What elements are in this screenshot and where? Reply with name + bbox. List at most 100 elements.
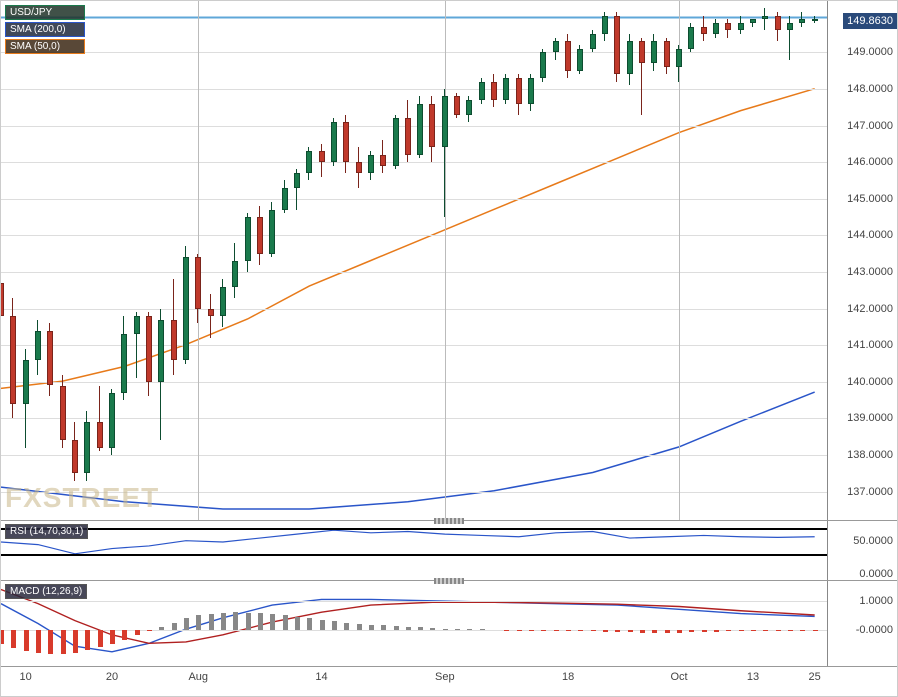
time-tick: 13	[747, 671, 759, 683]
macd-hist-bar	[566, 630, 571, 631]
macd-hist-bar	[603, 630, 608, 632]
price-panel: USD/JPY SMA (200,0) SMA (50,0) FXSTREET …	[1, 1, 897, 521]
macd-hist-bar	[640, 630, 645, 633]
macd-hist-bar	[467, 629, 472, 630]
time-tick: 14	[315, 671, 327, 683]
chart-container: USD/JPY SMA (200,0) SMA (50,0) FXSTREET …	[0, 0, 898, 697]
macd-hist-bar	[813, 630, 818, 631]
price-plot-area[interactable]: USD/JPY SMA (200,0) SMA (50,0) FXSTREET	[1, 1, 827, 520]
panel-resize-handle[interactable]	[434, 518, 464, 524]
macd-hist-bar	[122, 630, 127, 640]
legend-sma200-label: SMA (200,0)	[10, 24, 66, 35]
price-ytick: 145.0000	[847, 193, 893, 205]
macd-hist-bar	[1, 630, 4, 644]
macd-hist-bar	[800, 630, 805, 631]
legend-sma200[interactable]: SMA (200,0)	[5, 22, 85, 37]
macd-hist-bar	[615, 630, 620, 632]
rsi-overlay-svg	[1, 521, 827, 580]
macd-hist-bar	[184, 618, 189, 629]
macd-hist-bar	[11, 630, 16, 649]
price-yaxis: 149.8630 137.0000138.0000139.0000140.000…	[827, 1, 897, 520]
macd-hist-bar	[332, 621, 337, 630]
price-ytick: 144.0000	[847, 229, 893, 241]
macd-hist-bar	[702, 630, 707, 632]
price-ytick: 149.0000	[847, 46, 893, 58]
legend-sma50-label: SMA (50,0)	[10, 41, 60, 52]
macd-hist-bar	[394, 626, 399, 629]
macd-yaxis: -0.0000 1.0000	[827, 581, 897, 666]
price-ytick: 140.0000	[847, 376, 893, 388]
time-tick: Sep	[435, 671, 455, 683]
macd-hist-bar	[61, 630, 66, 654]
price-ytick: 143.0000	[847, 266, 893, 278]
macd-hist-bar	[381, 625, 386, 629]
macd-hist-bar	[258, 613, 263, 630]
macd-hist-bar	[443, 629, 448, 630]
macd-hist-bar	[172, 623, 177, 630]
price-overlay-svg	[1, 1, 827, 520]
macd-hist-bar	[159, 627, 164, 630]
macd-hist-bar	[714, 630, 719, 632]
macd-hist-bar	[541, 630, 546, 631]
macd-hist-bar	[357, 624, 362, 630]
macd-hist-bar	[369, 625, 374, 630]
macd-hist-bar	[147, 630, 152, 631]
macd-hist-bar	[270, 614, 275, 630]
macd-hist-bar	[344, 623, 349, 630]
time-tick: 25	[809, 671, 821, 683]
macd-overlay-svg	[1, 581, 827, 666]
macd-ytick: -0.0000	[856, 624, 893, 636]
time-tick: 20	[106, 671, 118, 683]
price-ytick: 142.0000	[847, 303, 893, 315]
price-ytick: 139.0000	[847, 412, 893, 424]
macd-label[interactable]: MACD (12,26,9)	[5, 584, 87, 599]
time-tick: 10	[20, 671, 32, 683]
macd-hist-bar	[751, 630, 756, 631]
macd-hist-bar	[529, 630, 534, 631]
legend-symbol[interactable]: USD/JPY	[5, 5, 85, 20]
time-tick: Oct	[670, 671, 687, 683]
legend: USD/JPY SMA (200,0) SMA (50,0)	[5, 5, 85, 54]
macd-hist-bar	[652, 630, 657, 633]
macd-hist-bar	[726, 630, 731, 632]
macd-hist-bar	[320, 620, 325, 630]
macd-panel: MACD (12,26,9) -0.0000 1.0000	[1, 581, 897, 667]
macd-hist-bar	[295, 617, 300, 630]
macd-hist-bar	[73, 630, 78, 653]
macd-hist-bar	[36, 630, 41, 653]
macd-hist-bar	[776, 630, 781, 631]
legend-sma50[interactable]: SMA (50,0)	[5, 39, 85, 54]
rsi-label[interactable]: RSI (14,70,30,1)	[5, 524, 88, 539]
macd-ytick: 1.0000	[859, 595, 893, 607]
watermark: FXSTREET	[5, 482, 159, 514]
macd-hist-bar	[24, 630, 29, 652]
macd-hist-bar	[48, 630, 53, 654]
time-axis: 1020Aug14Sep18Oct1325	[1, 667, 897, 695]
macd-hist-bar	[739, 630, 744, 631]
rsi-yaxis: 0.000050.0000	[827, 521, 897, 580]
legend-symbol-label: USD/JPY	[10, 7, 52, 18]
macd-hist-bar	[591, 630, 596, 632]
macd-hist-bar	[788, 630, 793, 631]
macd-hist-bar	[209, 614, 214, 630]
macd-hist-bar	[418, 627, 423, 629]
time-tick: 18	[562, 671, 574, 683]
rsi-panel: RSI (14,70,30,1) 0.000050.0000	[1, 521, 897, 581]
macd-hist-bar	[233, 612, 238, 630]
macd-plot-area[interactable]	[1, 581, 827, 666]
macd-hist-bar	[665, 630, 670, 633]
rsi-plot-area[interactable]	[1, 521, 827, 580]
macd-hist-bar	[283, 615, 288, 629]
macd-hist-bar	[135, 630, 140, 636]
price-ytick: 148.0000	[847, 83, 893, 95]
panel-resize-handle[interactable]	[434, 578, 464, 584]
macd-hist-bar	[307, 618, 312, 629]
macd-hist-bar	[677, 630, 682, 633]
macd-hist-bar	[628, 630, 633, 633]
macd-hist-bar	[221, 613, 226, 630]
current-price-value: 149.8630	[847, 15, 893, 27]
macd-hist-bar	[85, 630, 90, 650]
macd-hist-bar	[196, 615, 201, 629]
macd-hist-bar	[455, 629, 460, 630]
price-ytick: 141.0000	[847, 339, 893, 351]
